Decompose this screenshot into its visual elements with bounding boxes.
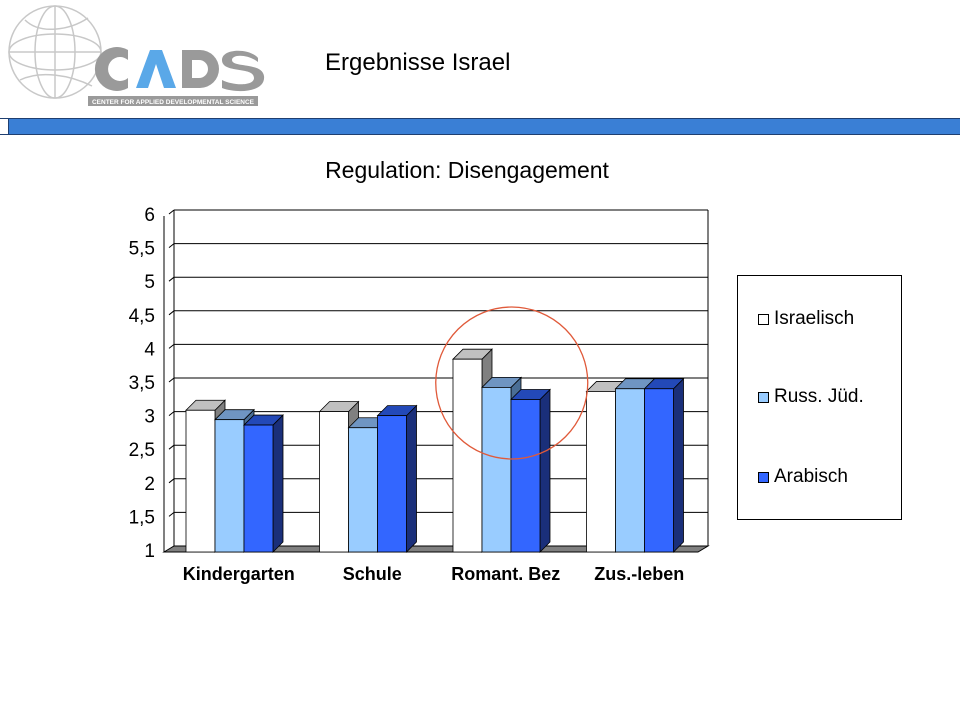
gridline-depth bbox=[168, 512, 175, 517]
bar-side bbox=[406, 404, 417, 553]
y-tick-label: 3,5 bbox=[129, 373, 155, 394]
x-tick-label: Romant. Bez bbox=[451, 564, 560, 584]
y-tick-label: 1,5 bbox=[129, 507, 155, 528]
legend-swatch-arabisch bbox=[758, 471, 769, 483]
legend-item-russ-jued: Russ. Jüd. bbox=[758, 386, 864, 408]
gridline-depth bbox=[168, 276, 175, 282]
header-divider-bar bbox=[0, 118, 960, 135]
header-divider-cap bbox=[0, 118, 9, 135]
y-tick-label: 4,5 bbox=[129, 306, 155, 327]
legend-swatch-russ-jued bbox=[758, 391, 769, 403]
gridline-depth bbox=[168, 310, 175, 316]
bar-Israelisch bbox=[452, 358, 483, 553]
cads-logo: CENTER FOR APPLIED DEVELOPMENTAL SCIENCE bbox=[8, 5, 265, 106]
gridline-depth bbox=[168, 243, 175, 248]
bar-Russ. Jüd. bbox=[214, 419, 245, 553]
gridline-depth bbox=[168, 411, 175, 416]
y-tick-label: 2,5 bbox=[129, 440, 155, 461]
x-tick-label: Zus.-leben bbox=[594, 564, 684, 584]
bar-side bbox=[673, 377, 684, 553]
y-tick-label: 4 bbox=[144, 339, 155, 360]
bar-Arabisch bbox=[644, 388, 674, 553]
highlight-circle bbox=[435, 306, 589, 460]
y-tick-label: 2 bbox=[144, 474, 155, 495]
legend-swatch-israelisch bbox=[758, 313, 769, 325]
legend-label: Russ. Jüd. bbox=[774, 386, 864, 407]
bar-Russ. Jüd. bbox=[615, 388, 645, 553]
legend-label: Arabisch bbox=[774, 466, 848, 487]
page-title: Ergebnisse Israel bbox=[325, 49, 511, 76]
bar-Israelisch bbox=[586, 391, 616, 553]
y-tick-label: 5,5 bbox=[129, 239, 155, 260]
bar-Israelisch bbox=[319, 411, 349, 553]
bar-Arabisch bbox=[377, 415, 407, 553]
bar-Arabisch bbox=[510, 399, 541, 553]
bar-side bbox=[272, 414, 284, 553]
chart-title: Regulation: Disengagement bbox=[325, 157, 609, 183]
gridline-depth bbox=[168, 377, 175, 383]
bar-side bbox=[539, 388, 551, 553]
cads-wordmark bbox=[94, 47, 265, 92]
chart-legend: Israelisch Russ. Jüd. Arabisch bbox=[737, 275, 902, 520]
x-tick-label: Kindergarten bbox=[183, 564, 295, 584]
bar-Russ. Jüd. bbox=[481, 387, 512, 553]
legend-item-arabisch: Arabisch bbox=[758, 466, 848, 488]
legend-item-israelisch: Israelisch bbox=[758, 308, 854, 330]
bar-Russ. Jüd. bbox=[348, 427, 378, 553]
globe-emblem-icon bbox=[8, 5, 102, 99]
y-tick-label: 3 bbox=[144, 407, 155, 428]
y-tick-label: 6 bbox=[144, 205, 155, 226]
gridline-depth bbox=[168, 444, 175, 450]
y-tick-label: 1 bbox=[144, 541, 155, 562]
svg-text:CENTER FOR APPLIED DEVELOPMENT: CENTER FOR APPLIED DEVELOPMENTAL SCIENCE bbox=[92, 99, 255, 106]
bar-Israelisch bbox=[185, 409, 216, 553]
gridline-depth bbox=[168, 209, 175, 215]
legend-label: Israelisch bbox=[774, 308, 855, 329]
x-tick-label: Schule bbox=[343, 564, 402, 584]
bar-Arabisch bbox=[243, 424, 274, 553]
gridline-depth bbox=[168, 344, 175, 349]
y-tick-label: 5 bbox=[144, 272, 155, 293]
gridline-depth bbox=[168, 478, 175, 484]
